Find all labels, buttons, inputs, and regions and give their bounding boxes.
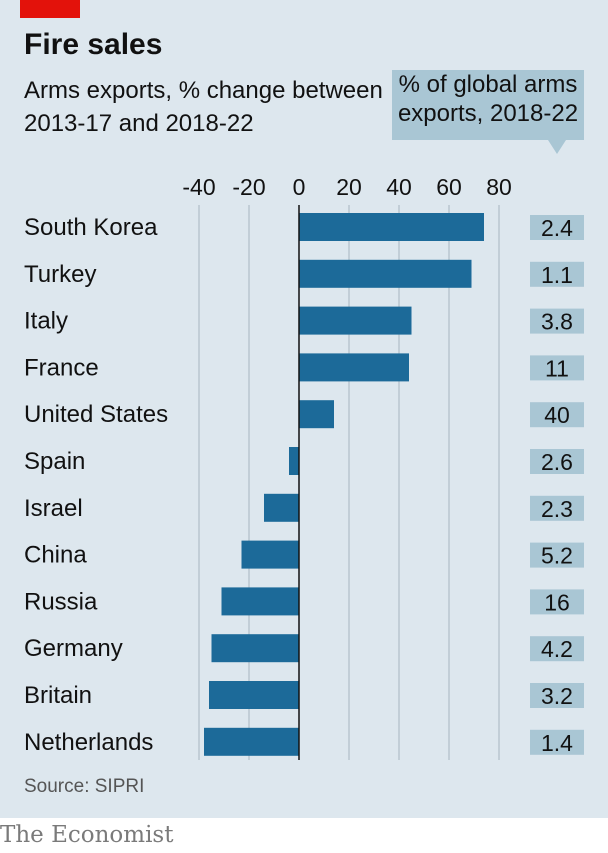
share-value: 16 [544,589,570,615]
share-box [530,589,584,615]
brand-red-tag [20,0,80,18]
share-box [530,308,584,334]
category-label: Britain [24,682,92,709]
x-tick-label: 20 [336,174,362,200]
bar [289,447,299,475]
share-box [530,542,584,568]
share-box [530,636,584,662]
x-tick-label: -20 [232,174,265,200]
category-label: South Korea [24,214,158,241]
share-box [530,402,584,428]
share-box [530,729,584,755]
x-tick-label: 40 [386,174,412,200]
category-label: Germany [24,635,123,662]
share-box [530,495,584,521]
bar [204,727,299,756]
share-value: 1.4 [541,730,573,756]
bar [221,587,299,616]
share-value: 40 [544,402,570,428]
share-value: 5.2 [541,543,573,569]
share-value: 2.6 [541,449,573,475]
share-value: 3.2 [541,683,573,709]
share-box [530,683,584,708]
bar [264,493,299,522]
brand-wordmark: The Economist [0,822,174,848]
bar [211,634,299,663]
share-value: 3.8 [541,309,573,335]
share-value: 1.1 [541,262,573,288]
category-label: Spain [24,448,85,475]
chart-title: Fire sales [24,28,163,61]
category-label: Israel [24,495,83,522]
share-callout-line2: exports, 2018-22 [397,100,579,127]
category-label: Italy [24,308,68,335]
share-box [530,355,584,381]
x-tick-label: 0 [293,174,306,200]
category-label: Turkey [24,261,96,288]
share-box [530,215,584,240]
bar [299,353,409,382]
category-label: France [24,354,99,381]
share-callout-line1: % of global arms [398,71,578,98]
share-callout: % of global arms exports, 2018-22 [392,70,584,140]
x-tick-label: 80 [486,174,512,200]
bar-chart: -40 -20 0 20 40 60 80 South Korea 2.4 Turkey 1.1 It… [24,174,584,760]
category-label: Russia [24,588,98,615]
bar [299,306,412,335]
share-value: 4.2 [541,636,573,662]
source-note: Source: SIPRI [24,776,145,797]
share-callout-pointer [548,140,566,154]
bar [241,540,299,569]
share-value: 2.3 [541,496,573,522]
share-value: 2.4 [541,215,573,241]
bar [299,400,334,429]
category-label: China [24,542,87,569]
share-box [530,261,584,287]
category-label: United States [24,401,168,428]
bar [299,213,484,241]
x-tick-label: -40 [182,174,215,200]
chart-subtitle: Arms exports, % change between 2013-17 a… [24,77,383,137]
bar [299,259,472,288]
share-value: 11 [545,355,569,381]
x-tick-label: 60 [436,174,462,200]
bar [209,681,299,709]
category-label: Netherlands [24,729,153,756]
share-box [530,449,584,474]
